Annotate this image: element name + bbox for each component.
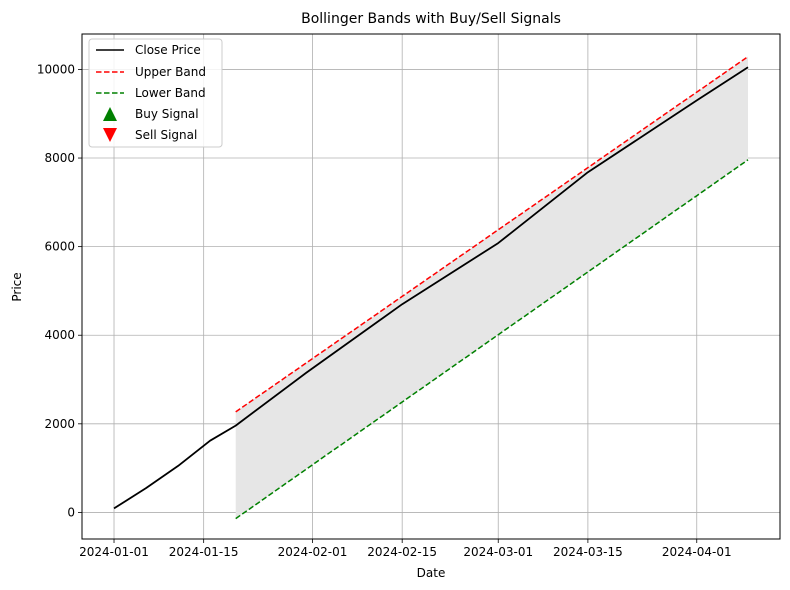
legend-upper-band: Upper Band: [135, 65, 206, 79]
band-fill-area: [235, 56, 748, 519]
y-tick-label: 6000: [44, 240, 75, 254]
y-tick-label: 0: [67, 505, 75, 519]
legend-frame: [88, 38, 223, 148]
x-tick-label: 2024-03-01: [463, 545, 533, 559]
x-tick-label: 2024-03-15: [553, 545, 623, 559]
series-lines: [113, 55, 749, 520]
y-axis-label: Price: [10, 272, 24, 301]
lower-band-line: [235, 159, 749, 520]
x-tick-label: 2024-01-01: [79, 545, 149, 559]
legend: Close Price Upper Band Lower Band Buy Si…: [88, 38, 223, 148]
x-tick-label: 2024-01-15: [169, 545, 239, 559]
legend-lower-band: Lower Band: [135, 86, 206, 100]
legend-close-price: Close Price: [135, 43, 201, 57]
x-tick-label: 2024-04-01: [662, 545, 732, 559]
y-tick-label: 2000: [44, 417, 75, 431]
axis-ticks: 2024-01-01 2024-01-15 2024-02-01 2024-02-15…: [37, 62, 732, 559]
y-tick-label: 4000: [44, 328, 75, 342]
x-tick-label: 2024-02-01: [278, 545, 348, 559]
band-fill: [235, 56, 748, 519]
close-price-line: [113, 66, 749, 510]
x-tick-label: 2024-02-15: [367, 545, 437, 559]
y-tick-label: 10000: [37, 62, 75, 76]
legend-buy-signal: Buy Signal: [135, 107, 199, 121]
x-axis-label: Date: [417, 566, 446, 580]
legend-sell-signal-marker: [103, 128, 117, 142]
chart-title: Bollinger Bands with Buy/Sell Signals: [301, 11, 561, 27]
legend-buy-signal-marker: [103, 107, 117, 121]
legend-sell-signal: Sell Signal: [135, 128, 197, 142]
y-tick-label: 8000: [44, 151, 75, 165]
plot-frame: [81, 33, 781, 540]
